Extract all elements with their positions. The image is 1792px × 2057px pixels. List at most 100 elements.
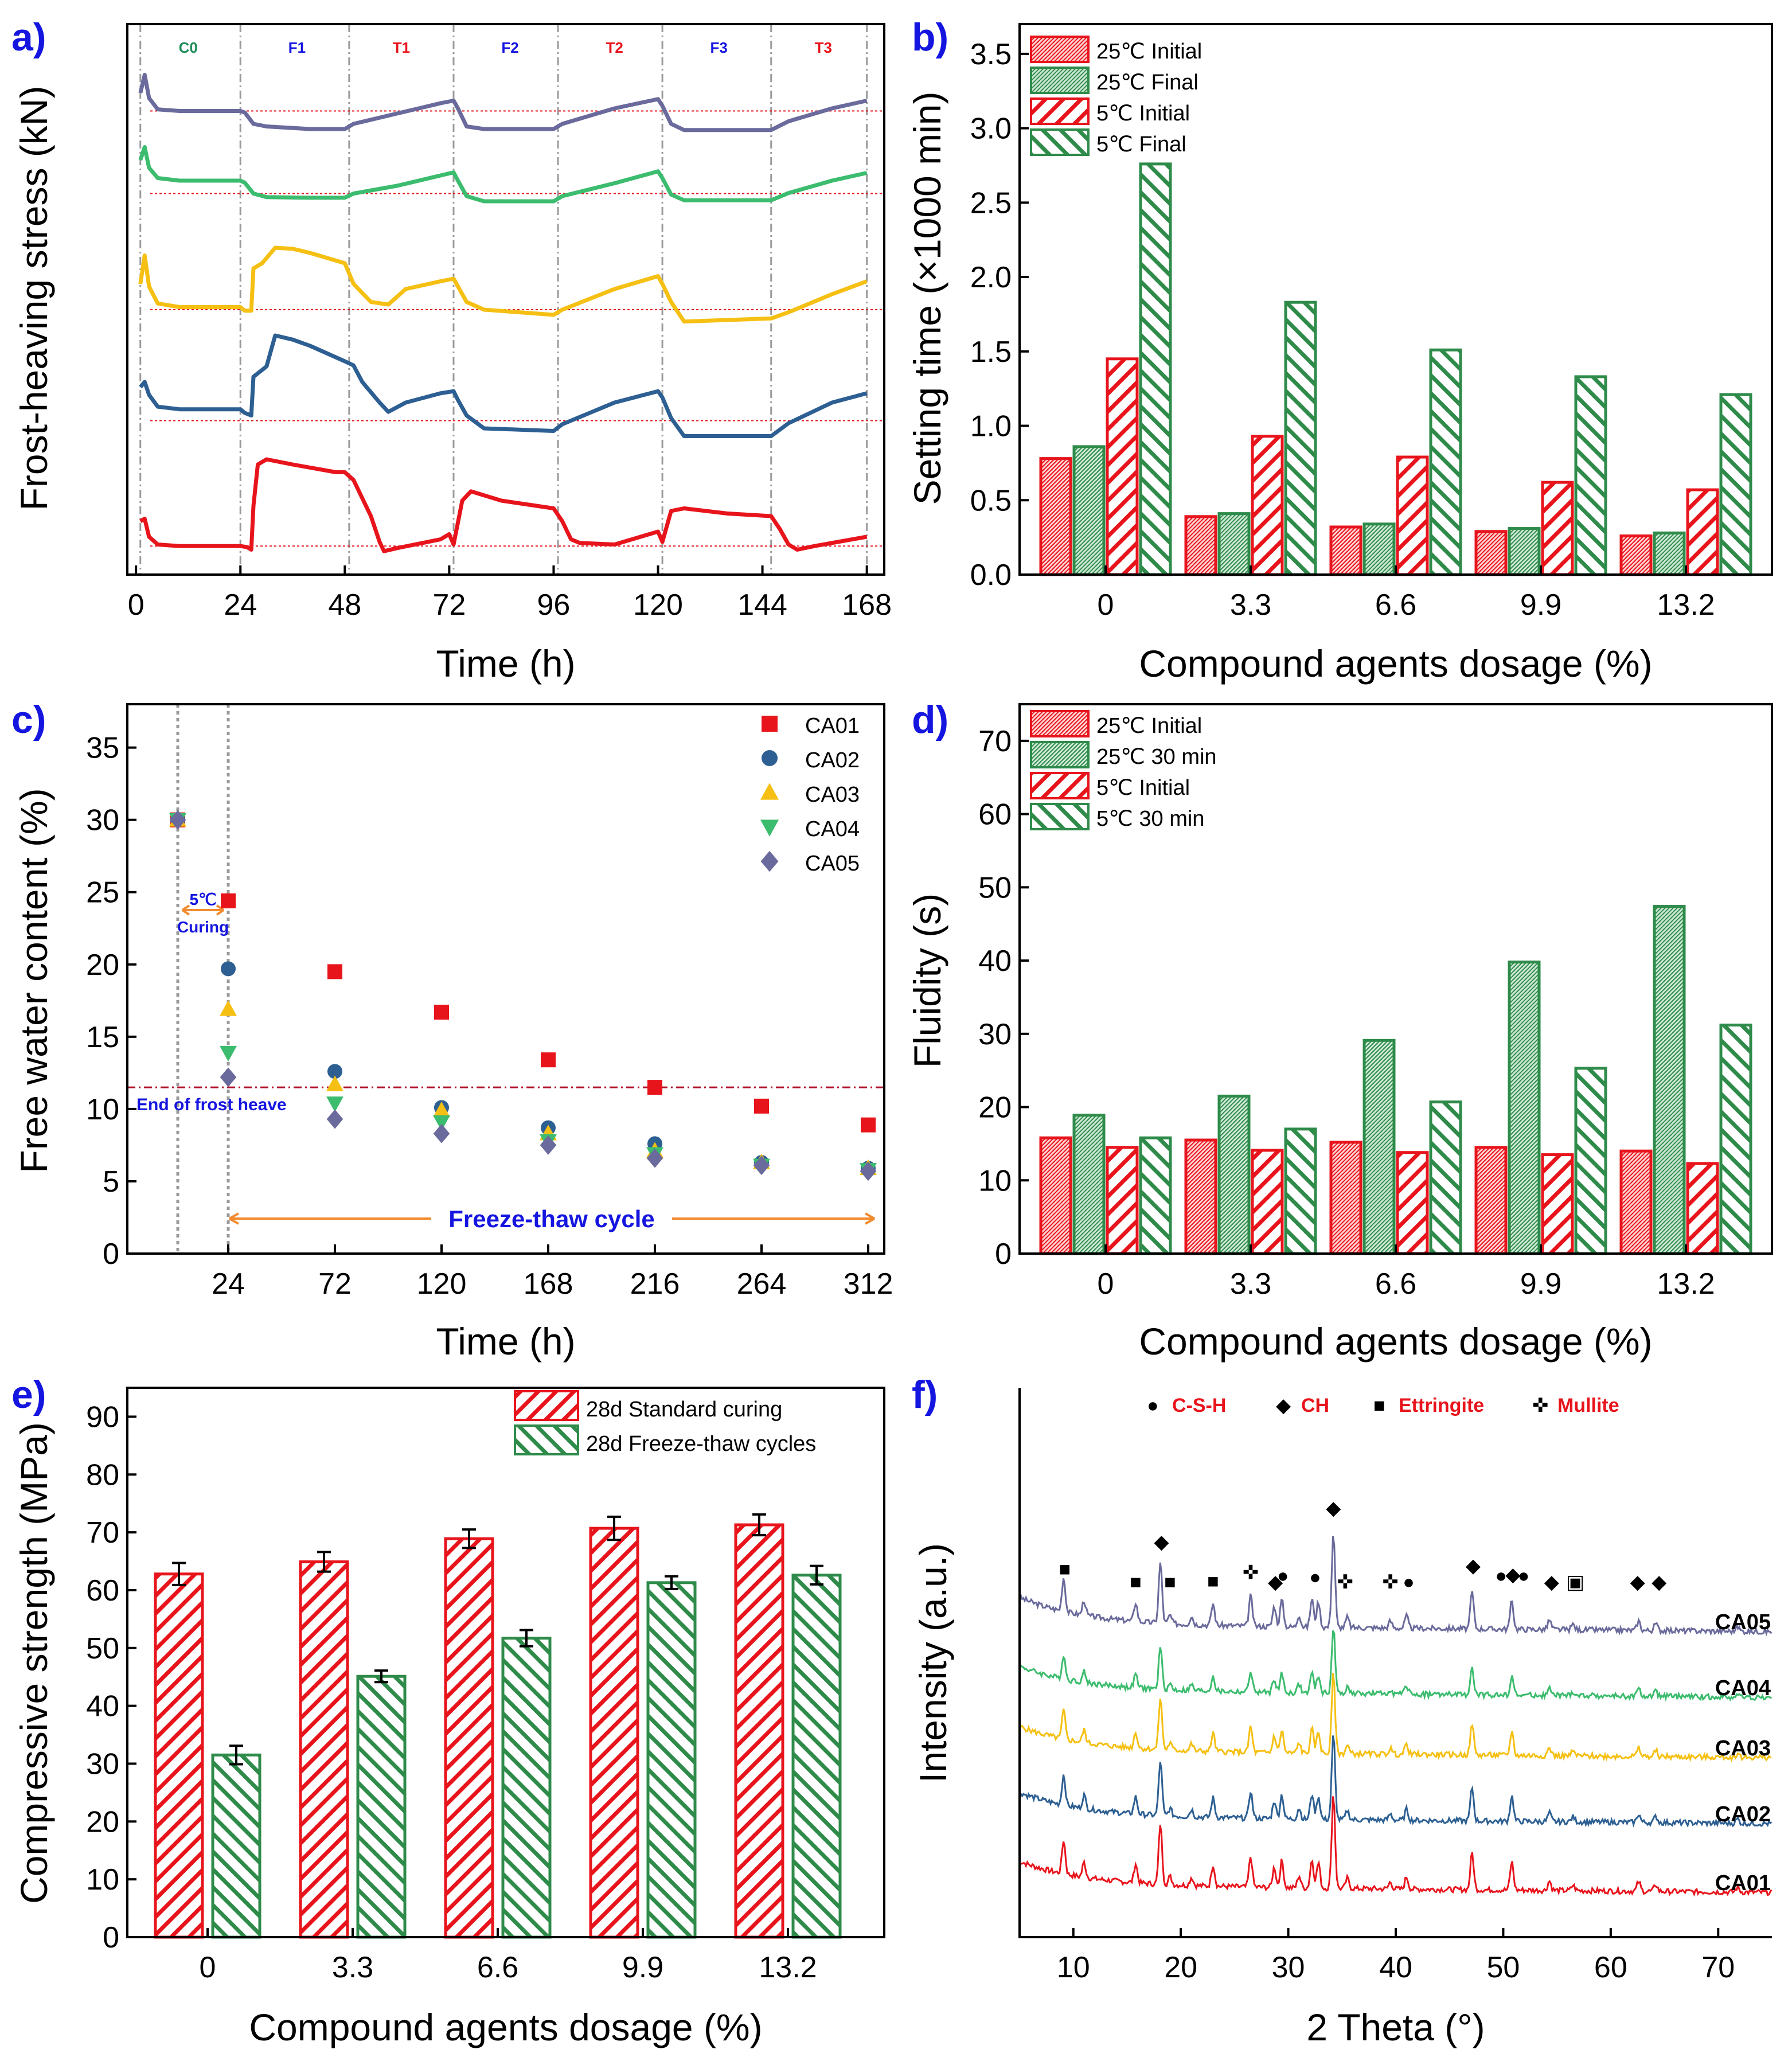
- phase-label-c0: C0: [179, 39, 198, 56]
- panel-e-frame: [126, 1387, 885, 1938]
- y-tick-label: 1.0: [970, 410, 1012, 443]
- x-tick-label: 6.6: [477, 1951, 518, 1984]
- y-tick-label: 20: [86, 1805, 119, 1839]
- peak-marker-11: ✜: [1382, 1571, 1399, 1593]
- bar-25-final-4: [1653, 531, 1686, 576]
- bar-5-30-min-4: [1719, 1023, 1752, 1255]
- bar-5-final-2: [1429, 348, 1462, 576]
- legend-symbol-3: ✜: [1532, 1395, 1549, 1416]
- legend-label-3: CA04: [805, 817, 860, 841]
- y-tick-label: 5: [103, 1165, 119, 1199]
- bar-28d-standard-curing-4: [734, 1523, 784, 1939]
- bar-25-initial-4: [1619, 1149, 1653, 1255]
- bar-28d-standard-curing-1: [299, 1560, 349, 1939]
- panel-a-label: a): [11, 15, 46, 59]
- legend-marker-2: [760, 783, 779, 800]
- y-tick-label: 70: [86, 1516, 119, 1549]
- x-tick-label: 264: [737, 1267, 787, 1301]
- panel-e-bars: [154, 1513, 842, 1939]
- x-tick-label: 13.2: [1657, 588, 1715, 622]
- peak-marker-13: ◆: [1466, 1555, 1481, 1577]
- legend-label-2: CA03: [805, 783, 860, 807]
- legend-label-3: Mullite: [1557, 1395, 1619, 1416]
- panel-d-y-ticks: 0 10 20 30 40 50 60 70: [978, 725, 1029, 1271]
- panel-b-legend: 25℃ Initial 25℃ Final 5℃ Initial 5℃ Final: [1030, 36, 1202, 157]
- bar-28d-standard-curing-0: [154, 1572, 204, 1939]
- point-ca04-3: [433, 1115, 450, 1131]
- panel-f-axes: [1018, 1388, 1772, 1938]
- x-tick-label: 9.9: [622, 1951, 663, 1984]
- bar-5-final-4: [1719, 393, 1752, 576]
- legend-label-0: 25℃ Initial: [1096, 714, 1202, 738]
- panel-b-x-label: Compound agents dosage (%): [1139, 642, 1652, 685]
- legend-symbol-2: ■: [1373, 1395, 1385, 1416]
- legend-label-2: 5℃ Initial: [1096, 776, 1190, 800]
- curing-label: Curing: [177, 918, 229, 936]
- y-tick-label: 35: [86, 732, 119, 765]
- peak-marker-15: ◆: [1505, 1564, 1521, 1586]
- x-tick-label: 10: [1057, 1951, 1090, 1984]
- x-tick-label: 120: [417, 1267, 467, 1301]
- y-tick-label: 25: [86, 876, 119, 910]
- legend-marker-3: [760, 819, 779, 837]
- y-tick-label: 50: [978, 871, 1012, 904]
- bar-25-30-min-2: [1362, 1039, 1396, 1255]
- xrd-curve-ca04: [1018, 1630, 1773, 1702]
- panel-a-frost-heaving-stress: a) C0 F1 T1 F2 T2 F3 T3 0 24 48 72 96 120 144 168 Tim…: [11, 15, 892, 685]
- bar-25-30-min-0: [1072, 1114, 1106, 1255]
- panel-c-label: c): [11, 698, 46, 741]
- panel-a-phase-labels: C0 F1 T1 F2 T2 F3 T3: [179, 39, 832, 56]
- bar-25-30-min-3: [1508, 961, 1541, 1255]
- frost-heave-end-label: End of frost heave: [136, 1095, 287, 1114]
- bar-5-initial-1: [1251, 1149, 1284, 1255]
- x-tick-label: 168: [842, 588, 892, 622]
- error-bar-2: [462, 1528, 476, 1549]
- panel-f-y-label: Intensity (a.u.): [912, 1543, 954, 1783]
- point-ca01-4: [541, 1052, 556, 1068]
- xrd-curve-ca01: [1018, 1796, 1773, 1897]
- legend-swatch-3: [1030, 803, 1090, 830]
- y-tick-label: 0: [995, 1238, 1012, 1271]
- bar-5-30-min-2: [1429, 1100, 1462, 1255]
- curing-arrow: [181, 904, 225, 916]
- legend-label-4: CA05: [805, 852, 860, 876]
- x-tick-label: 20: [1164, 1951, 1197, 1984]
- x-tick-label: 70: [1701, 1951, 1735, 1984]
- y-tick-label: 60: [86, 1574, 119, 1607]
- panel-d-x-ticks: 0 3.3 6.6 9.9 13.2: [1098, 1244, 1715, 1301]
- legend-swatch-1: [514, 1424, 579, 1455]
- error-bar-0: [172, 1562, 186, 1586]
- point-ca01-1: [221, 893, 236, 908]
- stress-curve-ca03: [138, 245, 868, 324]
- freeze-thaw-label: Freeze-thaw cycle: [448, 1205, 655, 1232]
- legend-marker-4: [760, 850, 779, 872]
- legend-swatch-1: [1030, 741, 1090, 768]
- bar-5-30-min-0: [1139, 1136, 1172, 1255]
- bar-28d-freeze-thaw-cycles-3: [646, 1581, 697, 1939]
- peak-marker-14: ●: [1495, 1565, 1507, 1587]
- error-bar-1: [317, 1551, 331, 1573]
- x-tick-label: 3.3: [1230, 588, 1271, 622]
- legend-swatch-2: [1030, 772, 1090, 799]
- x-tick-label: 0: [128, 588, 145, 622]
- point-ca04-2: [326, 1096, 343, 1113]
- panel-f-series: [1018, 1536, 1773, 1897]
- peak-marker-17: ◆: [1544, 1571, 1560, 1593]
- point-ca01-3: [434, 1004, 449, 1020]
- panel-a-baselines: [150, 110, 884, 547]
- bar-5-initial-2: [1396, 455, 1429, 576]
- bar-28d-standard-curing-2: [444, 1537, 494, 1939]
- peak-marker-4: ■: [1207, 1571, 1219, 1592]
- y-tick-label: 90: [86, 1400, 119, 1434]
- legend-swatch-2: [1030, 97, 1090, 125]
- peak-marker-16: ●: [1518, 1565, 1530, 1587]
- point-ca05-7: [860, 1161, 877, 1181]
- panel-c-x-label: Time (h): [436, 1320, 575, 1363]
- legend-label-1: 28d Freeze-thaw cycles: [586, 1432, 816, 1456]
- legend-label-3: 5℃ 30 min: [1096, 807, 1204, 831]
- x-tick-label: 13.2: [759, 1951, 817, 1984]
- y-tick-label: 0: [103, 1238, 119, 1271]
- x-tick-label: 24: [212, 1267, 245, 1301]
- peak-marker-1: ■: [1130, 1571, 1142, 1593]
- panel-f-label: f): [912, 1373, 938, 1416]
